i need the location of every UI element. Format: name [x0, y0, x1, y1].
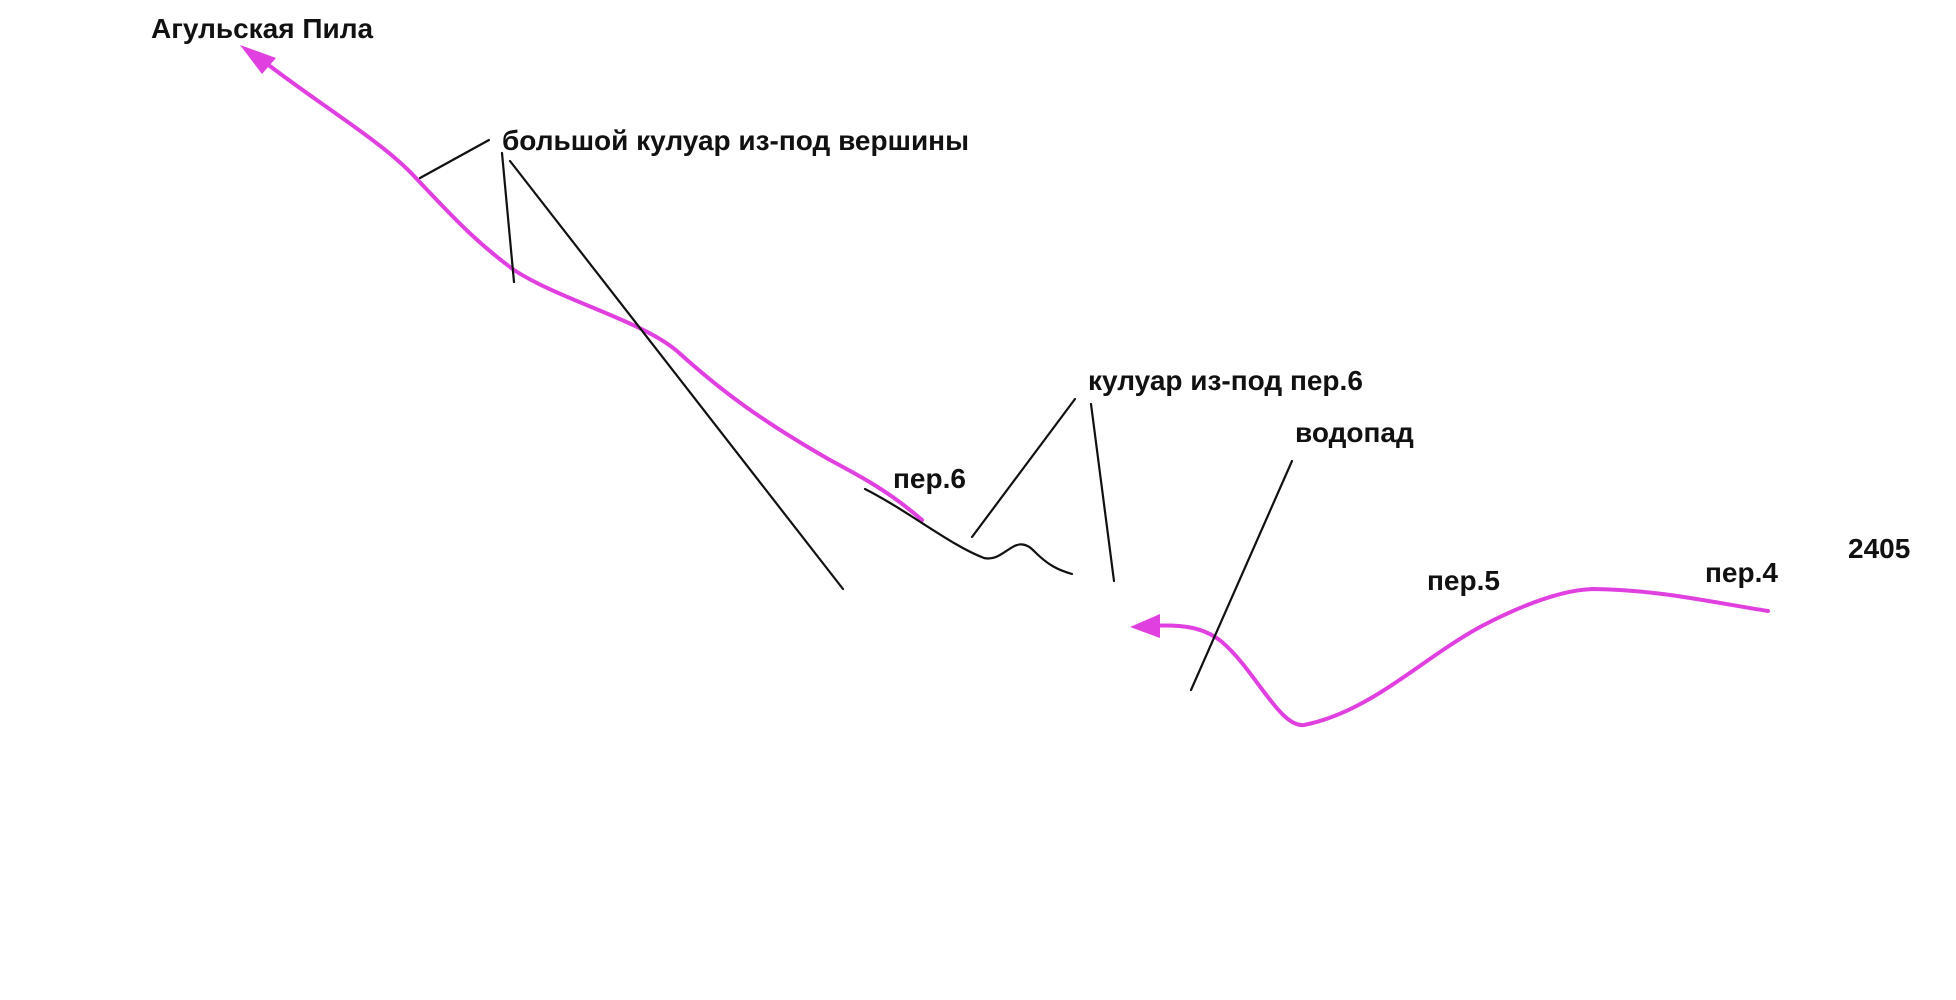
route-arrow-upper: [240, 45, 276, 74]
label: пер.4: [1705, 557, 1778, 588]
pointer-line: [500, 151, 516, 284]
route-lower: [1148, 586, 1770, 728]
pointer-line: [418, 138, 491, 180]
label: пер.5: [1427, 565, 1500, 596]
label: водопад: [1295, 417, 1414, 448]
route-arrow-lower: [1130, 614, 1160, 638]
pointer-line: [1089, 402, 1116, 583]
label: кулуар из-под пер.6: [1088, 365, 1363, 396]
label: пер.6: [893, 463, 966, 494]
pointer-line: [508, 159, 845, 591]
label: 2405: [1848, 533, 1910, 564]
label: Агульская Пила: [151, 13, 373, 44]
pointer-line: [970, 397, 1077, 539]
route-upper: [260, 58, 924, 522]
label: большой кулуар из-под вершины: [502, 125, 969, 156]
pointer-line: [1189, 459, 1294, 692]
ridge-line: [863, 487, 1074, 576]
